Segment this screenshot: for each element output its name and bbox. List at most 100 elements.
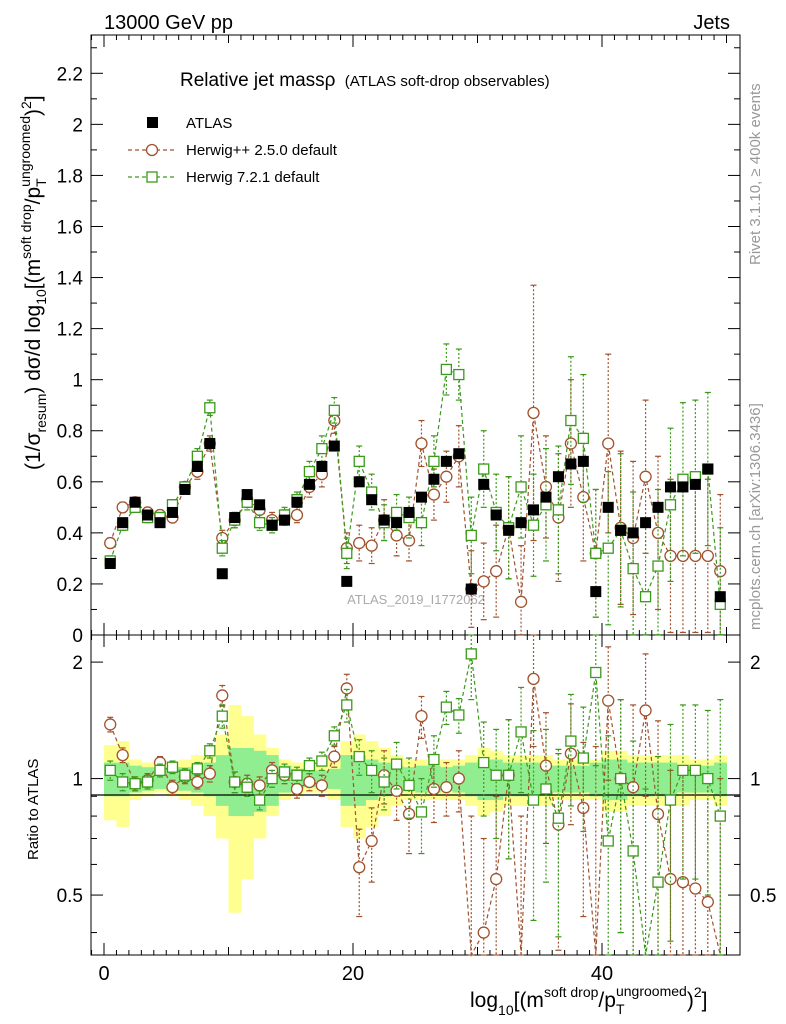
main-herwig7-point xyxy=(527,519,540,531)
ratio-herwig7-point xyxy=(117,776,129,788)
main-atlas-point xyxy=(415,491,427,503)
main-herwig7-point xyxy=(353,455,365,468)
main-atlas-point xyxy=(229,512,241,524)
x-axis-label: log10[(msoft drop/pTungroomed)2] xyxy=(470,983,707,1018)
main-atlas-point xyxy=(428,473,440,485)
ratio-herwigpp-point xyxy=(290,782,304,796)
ratio-y-tick-label: 2 xyxy=(72,653,83,674)
main-atlas-point xyxy=(590,586,602,598)
main-atlas-point xyxy=(104,558,116,570)
main-series-atlas xyxy=(104,438,726,603)
main-herwig7-point xyxy=(515,481,527,493)
ratio-herwig7-point xyxy=(552,812,565,824)
main-panel-data xyxy=(104,284,727,636)
main-atlas-point xyxy=(341,575,353,587)
main-atlas-point xyxy=(403,506,415,518)
ratio-herwigpp-point xyxy=(477,926,490,939)
main-atlas-point xyxy=(465,583,477,595)
svg-text:log10[(msoft drop/pTungroomed): log10[(msoft drop/pTungroomed)2] xyxy=(470,983,707,1018)
main-y-tick-label: 2.2 xyxy=(57,64,83,85)
main-herwig7-point xyxy=(453,368,465,381)
ratio-herwig7-line xyxy=(109,653,721,956)
main-herwigpp-point xyxy=(116,501,129,514)
main-atlas-point xyxy=(602,501,614,513)
main-atlas-point xyxy=(378,514,390,526)
ratio-herwigpp-point xyxy=(191,775,204,789)
legend-marker-atlas xyxy=(147,117,158,128)
main-herwigpp-point xyxy=(689,549,702,563)
ratio-herwigpp-point xyxy=(328,750,341,763)
main-herwigpp-point xyxy=(514,595,528,608)
analysis-watermark: ATLAS_2019_I1772062 xyxy=(347,592,485,607)
main-herwig7-point xyxy=(602,542,614,554)
main-atlas-point xyxy=(490,509,502,521)
main-herwigpp-point xyxy=(402,534,416,547)
main-atlas-point xyxy=(714,591,726,603)
band-inner-segment xyxy=(514,762,528,797)
ratio-herwig7-point xyxy=(664,794,677,806)
main-atlas-point xyxy=(129,496,141,508)
main-herwigpp-point xyxy=(577,490,590,504)
ratio-herwig7-point xyxy=(166,761,179,773)
main-herwigpp-point xyxy=(490,565,503,578)
ratio-herwig7-point xyxy=(453,709,465,721)
ratio-herwig7-point xyxy=(141,776,154,788)
ratio-herwigpp-point xyxy=(490,872,503,886)
chart-title: Relative jet massρ (ATLAS soft-drop obse… xyxy=(180,70,550,91)
main-herwig7-point xyxy=(253,517,266,529)
main-atlas-point xyxy=(677,481,689,493)
ratio-herwigpp-point xyxy=(427,782,441,796)
legend-marker-herwig7 xyxy=(146,171,158,183)
mcplots-label: mcplots.cern.ch [arXiv:1306.3436] xyxy=(747,403,764,630)
ratio-herwig7-point xyxy=(291,769,303,781)
main-y-tick-label: 0.4 xyxy=(57,524,84,545)
main-herwig7-line xyxy=(109,368,721,605)
main-atlas-point xyxy=(540,491,552,503)
main-atlas-point xyxy=(478,478,490,490)
ratio-herwig7-point xyxy=(216,710,228,722)
ratio-herwigpp-point xyxy=(303,775,316,789)
ratio-herwig7-point xyxy=(104,764,116,777)
ratio-herwig7-point xyxy=(129,778,141,790)
main-herwigpp-point xyxy=(527,406,540,420)
ratio-herwig7-point xyxy=(353,750,365,763)
ratio-herwigpp-point xyxy=(253,779,266,792)
main-atlas-point xyxy=(117,517,129,529)
rivet-version-label: Rivet 3.1.10, ≥ 400k events xyxy=(747,83,764,265)
ratio-herwig7-point xyxy=(316,755,328,767)
main-herwigpp-point xyxy=(602,437,615,450)
chart-title-main: Relative jet massρ xyxy=(180,70,336,91)
x-tick-label: 0 xyxy=(98,963,109,985)
main-atlas-point xyxy=(291,496,303,508)
ratio-y-tick-label: 0.5 xyxy=(57,886,83,907)
main-herwigpp-point xyxy=(651,526,665,540)
main-y-tick-label: 0 xyxy=(72,626,83,647)
ratio-herwigpp-point xyxy=(104,718,117,731)
main-herwig7-point xyxy=(390,506,403,519)
legend-label-atlas: ATLAS xyxy=(186,115,232,132)
main-herwigpp-point xyxy=(365,539,378,552)
band-inner-segment xyxy=(353,755,366,806)
main-y-tick-label: 1 xyxy=(72,371,83,392)
main-atlas-point xyxy=(328,440,340,452)
ratio-herwig7-point xyxy=(652,876,664,888)
main-herwigpp-point xyxy=(664,549,677,563)
ratio-herwig7-point xyxy=(527,794,540,806)
ratio-herwigpp-point xyxy=(365,834,378,848)
main-herwigpp-point xyxy=(390,529,403,542)
ratio-y-tick-label: 1 xyxy=(72,770,83,791)
ratio-herwig7-point xyxy=(378,776,390,788)
main-atlas-point xyxy=(689,478,701,490)
ratio-herwigpp-point xyxy=(203,767,216,780)
ratio-herwigpp-point xyxy=(527,672,540,686)
main-herwigpp-point xyxy=(539,480,553,494)
main-herwig7-point xyxy=(639,591,652,603)
main-herwig7-point xyxy=(565,414,577,427)
main-herwigpp-point xyxy=(477,575,490,588)
ratio-herwigpp-point xyxy=(390,784,403,797)
ratio-herwig7-point xyxy=(154,764,166,777)
ratio-herwig7-point xyxy=(602,835,614,847)
ratio-y-tick-label-right: 1 xyxy=(750,770,761,791)
ratio-herwig7-point xyxy=(179,769,191,781)
